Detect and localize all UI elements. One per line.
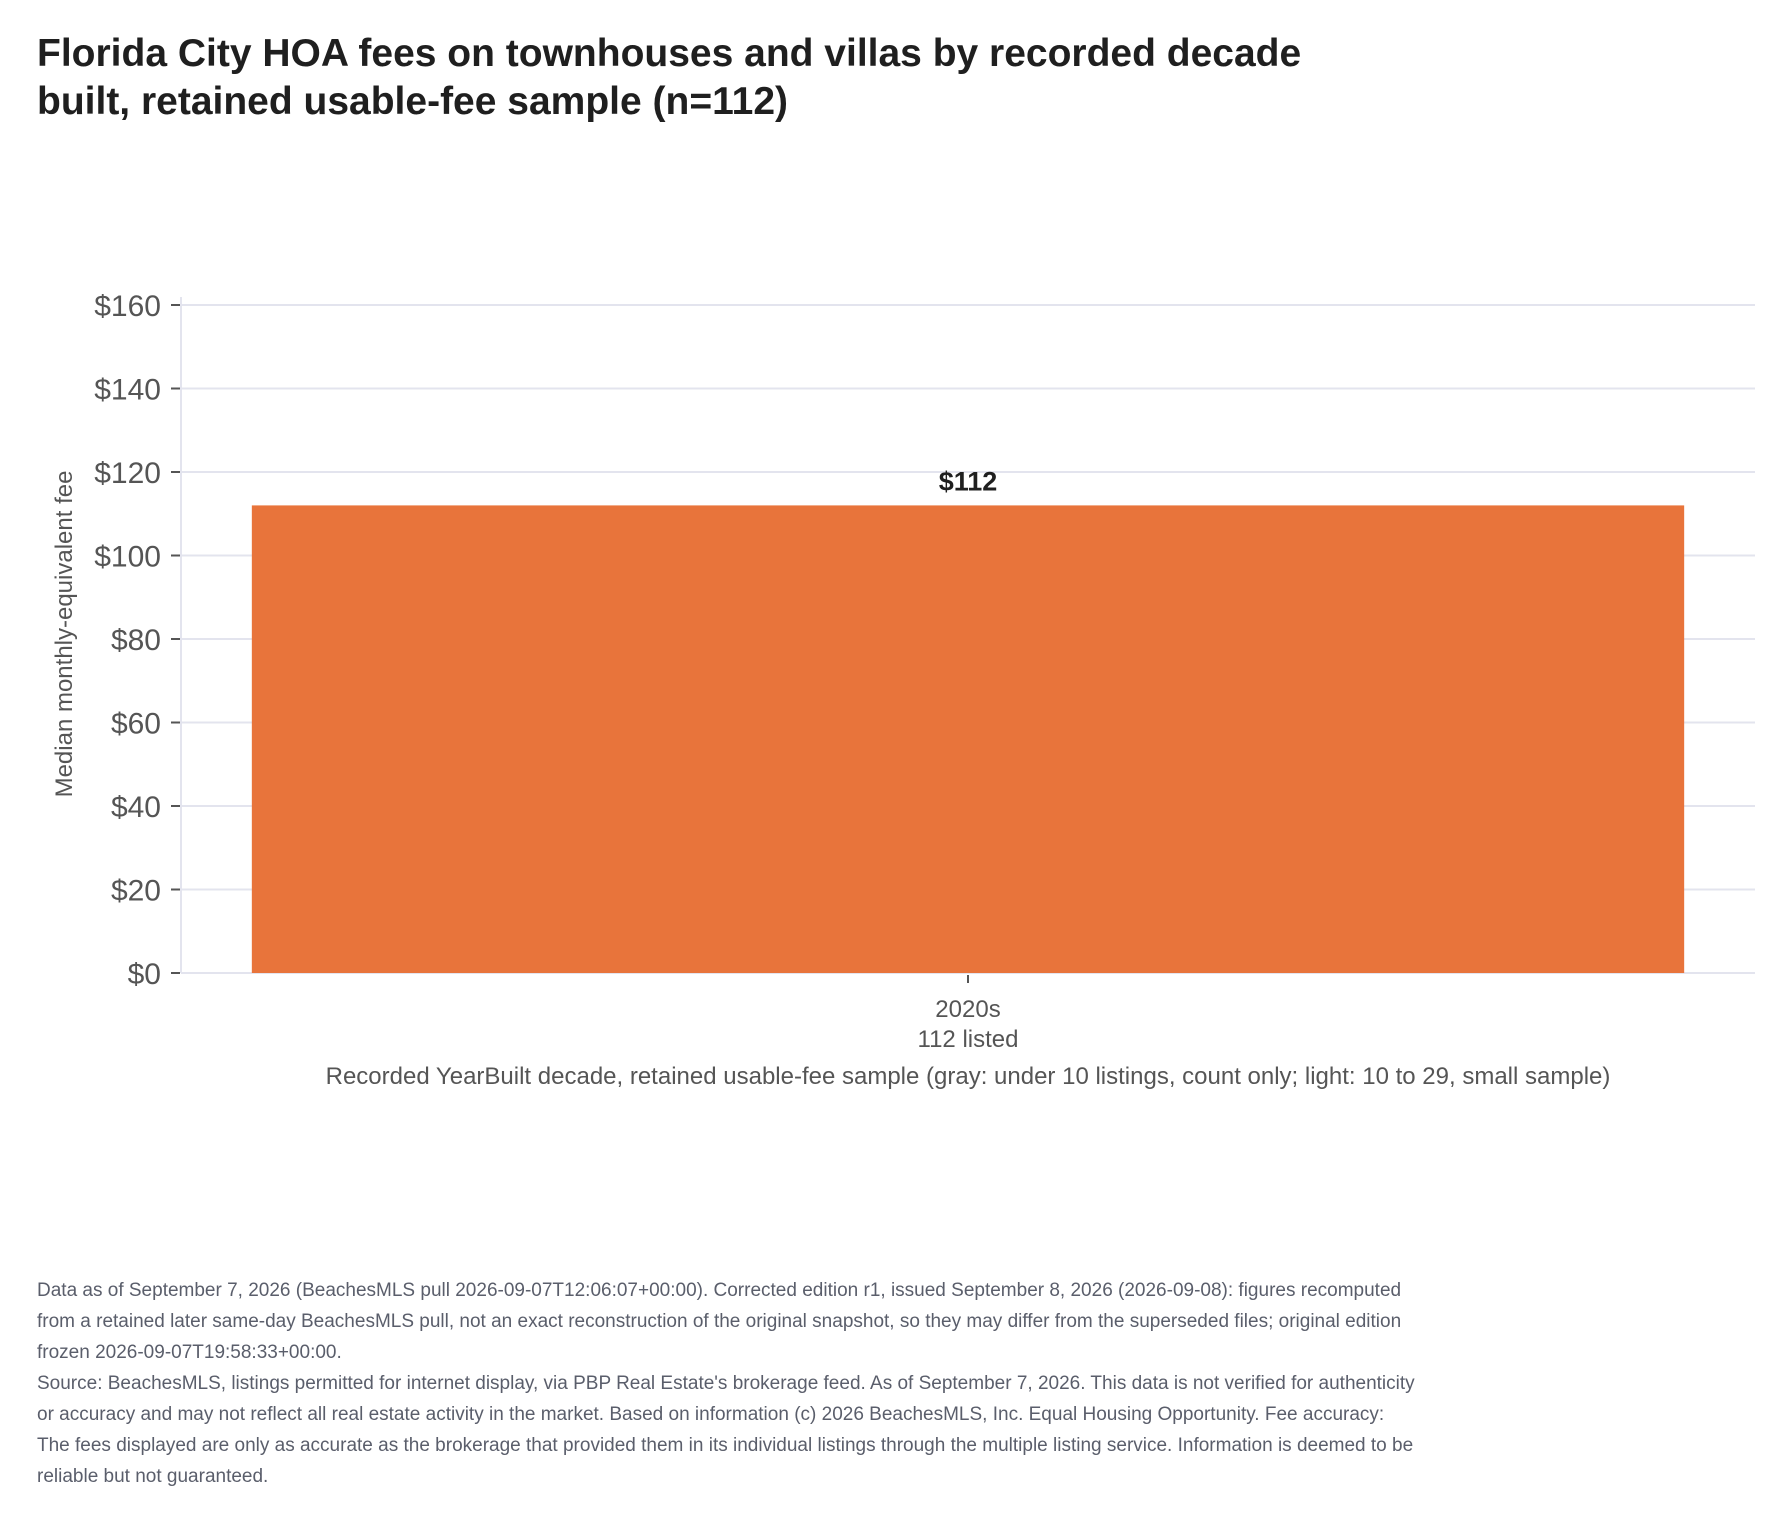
- footnote: Data as of September 7, 2026 (BeachesMLS…: [37, 1275, 1417, 1492]
- y-tick-label: $100: [94, 541, 161, 574]
- y-tick-label: $60: [111, 708, 161, 741]
- y-tick-label: $80: [111, 624, 161, 657]
- y-tick-label: $0: [128, 958, 161, 991]
- chart-title: Florida City HOA fees on townhouses and …: [37, 32, 1302, 123]
- footnote-data-note: Data as of September 7, 2026 (BeachesMLS…: [37, 1280, 1402, 1363]
- x-tick-count-label: 112 listed: [918, 1026, 1019, 1053]
- bar: [251, 505, 1685, 973]
- bars: [251, 505, 1685, 973]
- labels: $0 $20 $40 $60 $80 $100 $120 $140 $160 $112 2020s 1…: [94, 290, 1018, 1053]
- y-tick-label: $140: [94, 374, 161, 407]
- x-tick-label: 2020s: [935, 996, 1000, 1023]
- y-tick-label: $120: [94, 457, 161, 490]
- y-tick-label: $40: [111, 791, 161, 824]
- data-label: $112: [939, 466, 998, 496]
- y-tick-label: $20: [111, 875, 161, 908]
- x-axis-title: Recorded YearBuilt decade, retained usab…: [326, 1063, 1611, 1090]
- axes: [171, 297, 969, 983]
- footnote-source-note: Source: BeachesMLS, listings permitted f…: [37, 1373, 1415, 1487]
- y-tick-label: $160: [94, 290, 161, 323]
- y-axis-title: Median monthly-equivalent fee: [51, 471, 78, 798]
